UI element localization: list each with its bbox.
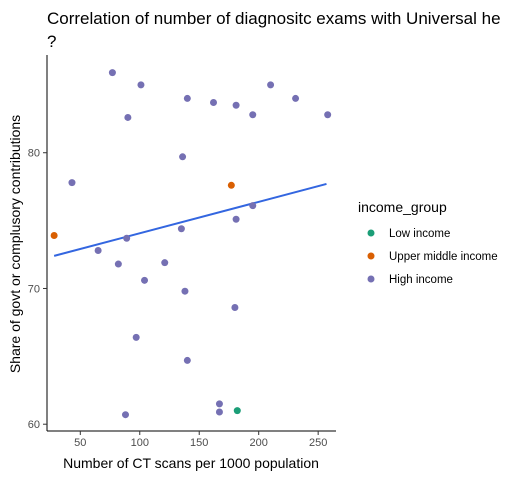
data-point [227,181,235,189]
data-point [137,81,145,89]
data-point [215,408,223,416]
legend: income_group Low income Upper middle inco… [358,199,498,286]
data-point [121,411,129,419]
chart-title-line1: Correlation of number of diagnositc exam… [47,9,501,28]
data-point [232,101,240,109]
data-point [50,232,58,240]
x-axis-title: Number of CT scans per 1000 population [63,455,319,471]
data-point [215,400,223,408]
legend-key [367,275,375,283]
legend-label: Upper middle income [389,251,498,263]
data-point [108,69,116,77]
data-point [231,303,239,311]
data-point [141,276,149,284]
legend-title: income_group [358,199,447,215]
data-point [249,111,257,119]
data-point [232,215,240,223]
data-point [183,94,191,102]
data-point [68,179,76,187]
x-tick-label: 100 [131,437,149,449]
y-tick-label: 60 [28,419,40,431]
data-point [181,287,189,295]
data-point [233,407,241,415]
trendline [53,182,327,257]
data-points [50,69,332,419]
data-point [249,202,257,210]
x-tick-label: 150 [190,437,208,449]
legend-label: Low income [389,228,450,240]
axes: 50 100 150 200 250 60 70 80 [28,55,336,449]
data-point [292,94,300,102]
data-point [114,260,122,268]
data-point [210,99,218,107]
data-point [267,81,275,89]
x-tick-label: 200 [250,437,268,449]
legend-label: High income [389,274,453,286]
y-tick-label: 80 [28,148,40,160]
data-point [179,153,187,161]
chart-title-line2: ? [47,32,56,51]
y-axis-title: Share of govt or complusory contribution… [7,115,23,373]
data-point [124,113,132,121]
x-tick-label: 50 [74,437,86,449]
trendline-line [53,182,327,257]
data-point [161,259,169,267]
data-point [324,111,332,119]
y-tick-label: 70 [28,283,40,295]
legend-key [367,229,375,237]
data-point [123,234,131,242]
legend-key [367,252,375,260]
data-point [183,356,191,364]
data-point [132,333,140,341]
x-tick-label: 250 [309,437,327,449]
data-point [94,246,102,254]
data-point [177,225,185,233]
